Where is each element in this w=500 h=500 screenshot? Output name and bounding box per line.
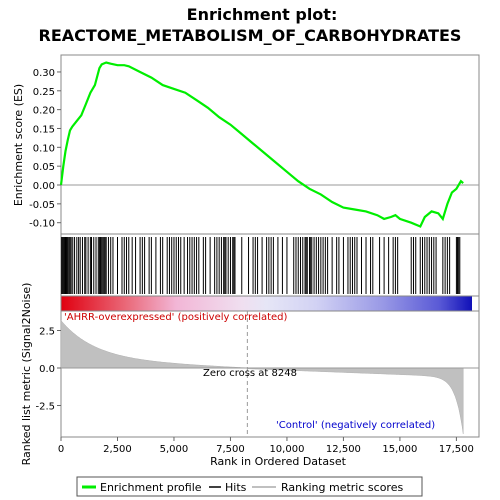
legend-item-enrichment-profile: Enrichment profile xyxy=(82,481,202,494)
es-tick-label: -0.05 xyxy=(29,200,55,211)
legend: Enrichment profile Hits Ranking metric s… xyxy=(76,476,423,497)
legend-item-ranking-metric: Ranking metric scores xyxy=(252,481,403,494)
legend-hits-label: Hits xyxy=(225,481,247,494)
es-tick-label: 0.00 xyxy=(33,181,55,192)
hits-panel xyxy=(60,233,480,297)
legend-item-hits: Hits xyxy=(209,481,247,494)
x-tick-label: 5,000 xyxy=(160,444,189,455)
x-axis-ticks: 0 2,500 5,000 7,500 10,000 12,500 15,000 17,500 xyxy=(58,437,474,455)
hits-panel-frame xyxy=(60,233,480,297)
chart-title-line1: Enrichment plot: xyxy=(187,5,338,24)
es-tick-label: 0.20 xyxy=(33,106,55,117)
hit-markers xyxy=(61,237,461,294)
positive-correlation-label: 'AHRR-overexpressed' (positively correla… xyxy=(64,312,288,323)
es-y-ticks: 0.30 0.25 0.20 0.15 0.10 0.05 0.00 -0.05 -0.10 xyxy=(29,68,61,230)
legend-frame xyxy=(76,476,423,497)
x-axis-label: Rank in Ordered Dataset xyxy=(210,455,347,468)
es-panel-frame xyxy=(60,54,480,235)
negative-correlation-label: 'Control' (negatively correlated) xyxy=(276,420,435,431)
chart-title-line2: REACTOME_METABOLISM_OF_CARBOHYDRATES xyxy=(39,26,462,45)
es-tick-label: -0.10 xyxy=(29,219,55,230)
metric-panel: Zero cross at 8248 'AHRR-overexpressed' … xyxy=(20,283,480,466)
legend-profile-label: Enrichment profile xyxy=(100,481,202,494)
es-tick-label: 0.05 xyxy=(33,162,55,173)
x-tick-label: 0 xyxy=(58,444,64,455)
es-tick-label: 0.30 xyxy=(33,68,55,79)
zero-cross-label: Zero cross at 8248 xyxy=(203,368,297,379)
x-tick-label: 17,500 xyxy=(439,444,474,455)
x-tick-label: 2,500 xyxy=(103,444,132,455)
es-panel: 0.30 0.25 0.20 0.15 0.10 0.05 0.00 -0.05 -0.10 E… xyxy=(12,54,480,235)
legend-metric-label: Ranking metric scores xyxy=(281,481,403,494)
x-tick-label: 7,500 xyxy=(216,444,245,455)
metric-tick-label: 0.0 xyxy=(39,364,55,375)
ranking-metric-area xyxy=(60,319,464,435)
es-tick-label: 0.15 xyxy=(33,124,55,135)
es-y-axis-label: Enrichment score (ES) xyxy=(12,84,25,206)
x-tick-label: 15,000 xyxy=(382,444,417,455)
es-tick-label: 0.25 xyxy=(33,87,55,98)
metric-tick-label: -2.5 xyxy=(35,402,55,413)
x-tick-label: 12,500 xyxy=(326,444,361,455)
metric-tick-label: 2.5 xyxy=(39,327,55,338)
es-tick-label: 0.10 xyxy=(33,143,55,154)
enrichment-profile-line xyxy=(59,61,464,228)
metric-y-ticks: 2.5 0.0 -2.5 xyxy=(35,327,61,413)
x-tick-label: 10,000 xyxy=(269,444,304,455)
metric-y-axis-label: Ranked list metric (Signal2Noise) xyxy=(20,283,33,466)
rank-color-bar xyxy=(61,296,472,311)
